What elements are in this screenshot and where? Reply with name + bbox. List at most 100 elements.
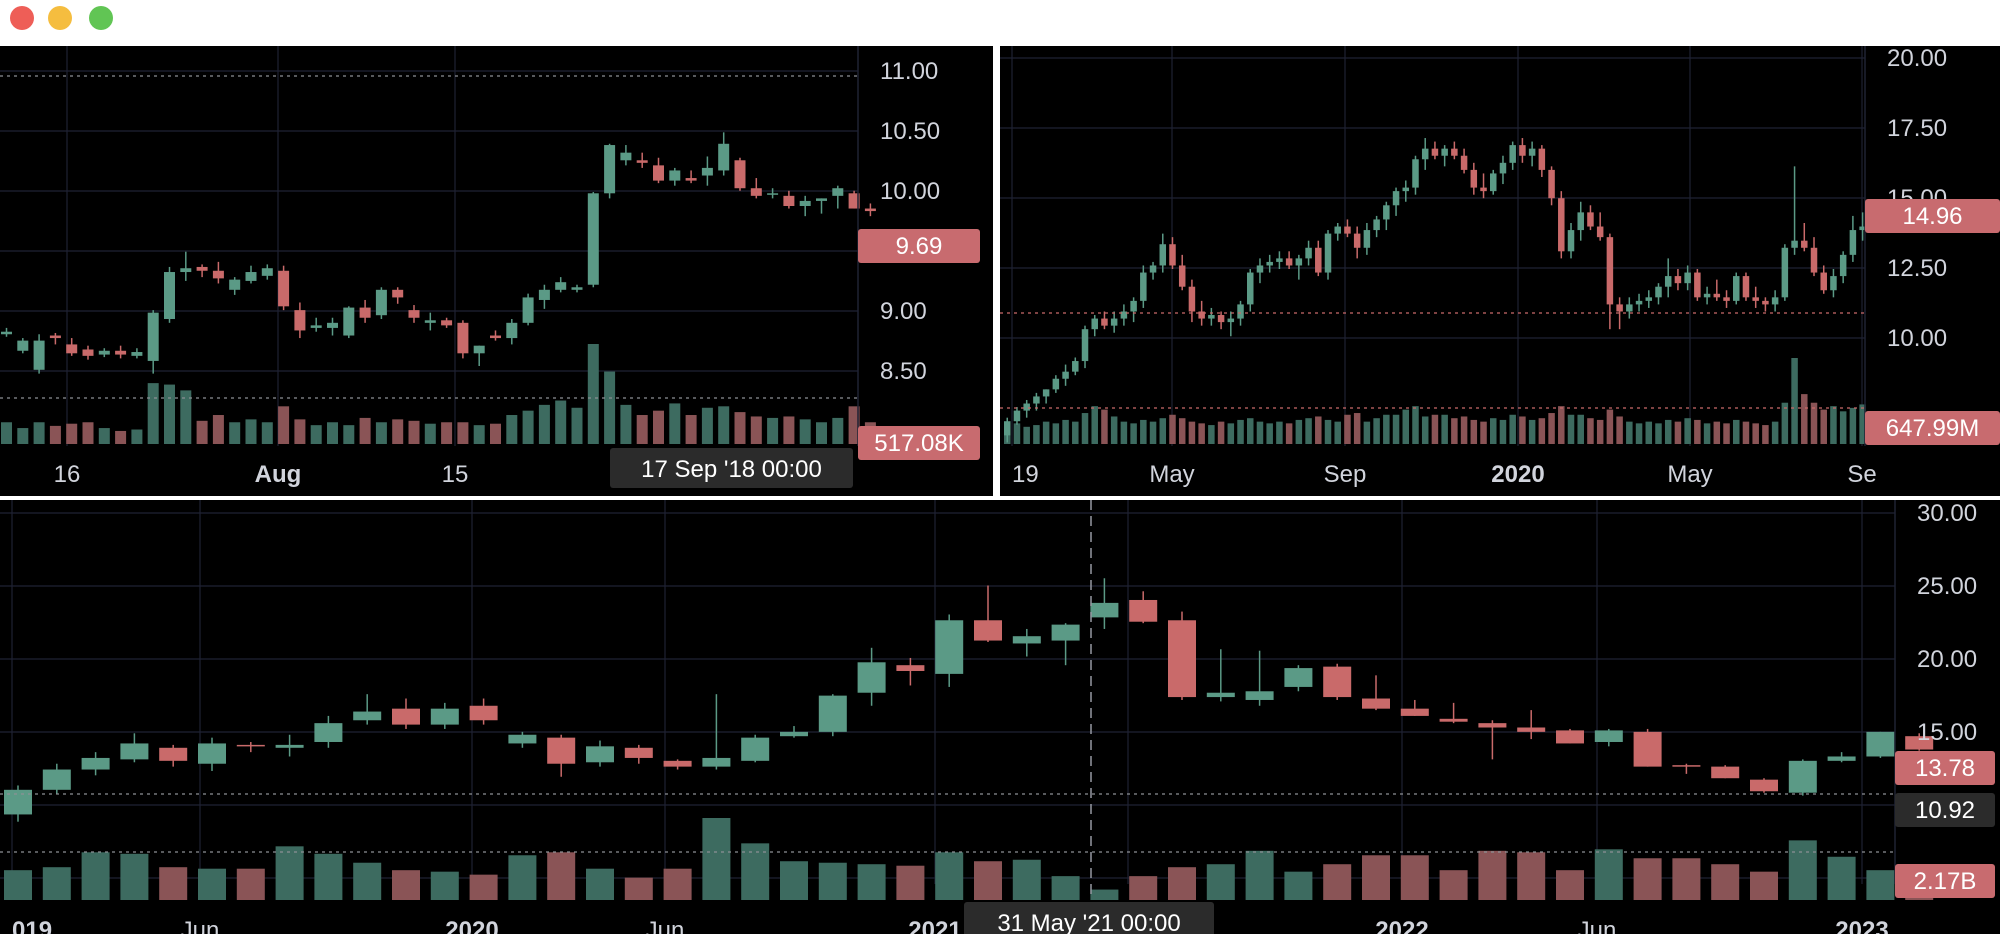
candle-body	[780, 731, 808, 737]
volume-bar	[718, 406, 730, 444]
volume-bar	[1237, 419, 1244, 444]
volume-bar	[490, 423, 501, 444]
y-tick-label: 11.00	[880, 58, 938, 85]
candle-body	[33, 340, 45, 370]
candlestick-chart-top-right[interactable]: 20.00 17.50 15.00 12.50 10.00 19 May Sep 2020 May…	[1000, 46, 2000, 496]
candle-body	[1315, 247, 1322, 273]
volume-bar	[1266, 423, 1273, 444]
volume-bar	[1042, 421, 1050, 444]
volume-bar	[236, 868, 265, 900]
minimize-window-button[interactable]	[48, 6, 72, 30]
candle-body	[783, 195, 795, 206]
volume-bar	[1781, 402, 1789, 444]
chart-svg: 11.0010.5010.009.509.008.5016Aug159.6951…	[0, 46, 980, 488]
candle-body	[1762, 300, 1769, 305]
candle-body	[1072, 361, 1079, 372]
candle-body	[353, 711, 382, 721]
candle-body	[1517, 727, 1546, 732]
volume-bar	[1606, 409, 1614, 444]
candle-body	[1594, 730, 1623, 742]
volume-bar	[750, 416, 762, 444]
candle-series	[1004, 138, 1866, 443]
candle-body	[1519, 145, 1526, 156]
volume-bar	[198, 868, 226, 900]
volume-bar	[473, 425, 485, 444]
volume-bar	[82, 422, 94, 444]
candle-body	[457, 322, 469, 354]
volume-bar	[1470, 419, 1478, 444]
x-tick-label: Jun	[646, 917, 685, 934]
volume-bar	[1373, 418, 1380, 444]
volume-bar	[1626, 421, 1633, 444]
candle-body	[508, 734, 537, 744]
candle-body	[1129, 599, 1158, 622]
maximize-window-button[interactable]	[89, 6, 113, 30]
volume-bar	[164, 384, 175, 444]
x-tick-label: 16	[54, 461, 81, 488]
volume-bar	[1711, 864, 1740, 900]
candle-body	[42, 769, 71, 790]
candle-body	[1421, 148, 1429, 160]
volume-bar	[1528, 419, 1536, 444]
candle-body	[275, 744, 304, 748]
candle-body	[1051, 624, 1080, 641]
last-volume-badge-background	[1895, 864, 1995, 898]
volume-bar	[1208, 425, 1215, 444]
volume-bar	[555, 400, 567, 444]
candle-body	[636, 160, 648, 163]
volume-bar	[1567, 414, 1575, 444]
candle-body	[1781, 247, 1789, 298]
crosshair-time-badge-text: 31 May '21 00:00	[997, 910, 1180, 934]
volume-bar	[663, 868, 692, 900]
candle-body	[1750, 779, 1778, 792]
volume-bar	[469, 874, 498, 900]
volume-bar	[1596, 419, 1604, 444]
volume-bar	[1402, 409, 1410, 444]
close-window-button[interactable]	[10, 6, 34, 30]
volume-bar	[1245, 850, 1274, 900]
candle-body	[1733, 276, 1740, 301]
last-price-badge-background	[858, 229, 980, 263]
candle-body	[1801, 240, 1808, 248]
volume-bar	[1383, 414, 1390, 444]
candle-body	[1344, 226, 1351, 234]
volume-bar	[587, 344, 599, 444]
volume-bar	[783, 416, 795, 444]
candle-body	[1023, 403, 1030, 411]
candle-body	[1052, 378, 1060, 390]
candle-body	[359, 307, 371, 318]
volume-bar	[180, 390, 192, 444]
x-axis-labels: 019Jun2020Jun2021Jun2022Jun2023	[12, 917, 1889, 934]
candle-body	[1206, 692, 1235, 698]
candle-body	[1412, 159, 1419, 188]
y-tick-label: 9.00	[880, 298, 927, 325]
volume-bar	[1441, 414, 1448, 444]
last-volume-badge-background	[1865, 411, 2000, 445]
x-axis-labels: 16 Aug 15	[54, 461, 469, 488]
candle-body	[1558, 198, 1565, 252]
volume-bar	[1168, 867, 1196, 900]
candle-body	[1431, 148, 1439, 156]
volume-series	[4, 818, 1934, 900]
volume-bar	[848, 406, 860, 444]
candle-body	[1149, 265, 1157, 273]
volume-bar	[1110, 416, 1118, 444]
candle-body	[1062, 371, 1069, 379]
volume-bar	[669, 403, 681, 444]
volume-bar	[1198, 423, 1205, 444]
volume-bar	[1635, 423, 1643, 444]
candle-body	[1101, 318, 1108, 326]
volume-bar	[974, 861, 1002, 900]
volume-bar	[1247, 418, 1254, 444]
y-tick-label: 20.00	[1917, 646, 1977, 673]
volume-bar	[1762, 425, 1769, 444]
volume-bar	[935, 852, 964, 900]
candlestick-chart-bottom[interactable]: 30.0025.0020.0015.0010.005.00019Jun2020J…	[0, 500, 2000, 934]
volume-bar	[547, 852, 576, 900]
candle-body	[1830, 276, 1837, 291]
volume-bar	[1713, 421, 1721, 444]
candlestick-chart-top-left[interactable]: 11.0010.5010.009.509.008.5016Aug159.6951…	[0, 46, 993, 496]
volume-bar	[604, 371, 616, 444]
volume-bar	[1556, 870, 1584, 900]
candle-body	[441, 320, 453, 326]
